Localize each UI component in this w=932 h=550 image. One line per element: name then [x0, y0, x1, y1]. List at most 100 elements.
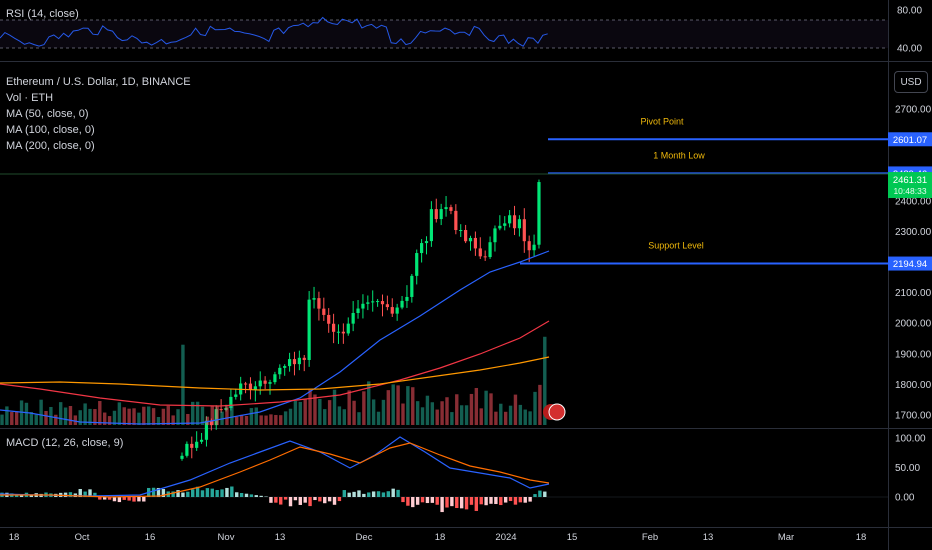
candle-body — [483, 256, 487, 258]
macd-bar — [415, 497, 420, 505]
candle-body — [331, 323, 336, 332]
macd-bar — [523, 497, 527, 503]
time-axis-label: Mar — [778, 532, 794, 543]
candle-body — [478, 248, 482, 257]
candle-body — [234, 394, 238, 397]
indicator-ma50[interactable]: MA (50, close, 0) — [6, 108, 89, 120]
candle-body — [488, 242, 492, 258]
volume-bar — [186, 413, 190, 425]
macd-bar — [161, 489, 166, 497]
candle-body — [361, 303, 365, 309]
volume-bar — [68, 406, 73, 425]
macd-bar — [181, 492, 185, 497]
volume-bar — [528, 411, 532, 425]
indicator-volume[interactable]: Vol · ETH — [6, 92, 54, 104]
volume-bar — [499, 403, 503, 425]
price-axis-label: 1900.00 — [895, 349, 932, 360]
candle-body — [287, 359, 292, 367]
volume-bar — [274, 414, 278, 425]
volume-bar — [44, 410, 48, 425]
candle-body — [219, 409, 223, 411]
candle-body — [508, 215, 512, 224]
candle-body — [415, 253, 419, 276]
macd-label: MACD (12, 26, close, 9) — [6, 437, 124, 449]
macd-bar — [508, 497, 513, 502]
volume-bar — [435, 409, 439, 425]
macd-axis-label: 50.00 — [895, 463, 920, 474]
volume-bar — [406, 386, 410, 425]
macd-bar — [156, 487, 161, 497]
candle-body — [400, 300, 404, 308]
candle-body — [336, 331, 341, 333]
macd-bar — [489, 497, 493, 504]
volume-bar — [0, 414, 4, 425]
volume-bar — [411, 387, 415, 425]
macd-bar — [533, 494, 537, 497]
volume-bar — [279, 415, 283, 425]
volume-bar — [469, 393, 474, 425]
volume-bar — [29, 412, 34, 425]
candle-body — [351, 313, 355, 324]
volume-bar — [171, 415, 175, 425]
macd-bar — [518, 497, 523, 503]
candle-body — [424, 241, 429, 244]
candle-body — [493, 228, 497, 243]
candle-body — [537, 182, 541, 245]
macd-bar — [288, 497, 293, 507]
candle-body — [468, 237, 473, 242]
volume-bar — [166, 405, 170, 425]
macd-bar — [376, 491, 381, 497]
macd-bar — [352, 491, 356, 497]
volume-bar — [518, 404, 523, 425]
volume-bar — [254, 407, 258, 425]
macd-bar — [137, 497, 141, 502]
macd-bar — [323, 497, 327, 504]
volume-bar — [332, 389, 337, 425]
volume-bar — [342, 409, 346, 425]
signal-line — [0, 442, 550, 498]
volume-bar — [176, 409, 180, 425]
macd-bar — [283, 497, 288, 500]
volume-bar — [308, 389, 312, 425]
symbol-title[interactable]: Ethereum / U.S. Dollar, 1D, BINANCE — [6, 76, 191, 88]
indicator-ma100[interactable]: MA (100, close, 0) — [6, 124, 95, 136]
price-axis-label: 2000.00 — [895, 319, 932, 330]
macd-bar — [171, 491, 175, 497]
macd-bar — [332, 497, 337, 505]
indicator-ma200[interactable]: MA (200, close, 0) — [6, 140, 95, 152]
main-legend: Ethereum / U.S. Dollar, 1D, BINANCE Vol … — [6, 74, 191, 154]
rsi-line — [0, 16, 548, 47]
volume-bar — [127, 408, 131, 425]
macd-bar — [259, 495, 263, 497]
volume-bar — [337, 406, 342, 425]
candle-body — [322, 308, 326, 315]
currency-label: USD — [900, 77, 922, 88]
volume-bar — [264, 415, 268, 425]
macd-bar — [430, 497, 435, 503]
macd-bar — [362, 493, 366, 497]
volume-bar — [181, 344, 185, 425]
candle-body — [420, 243, 424, 254]
last-price-value: 2461.31 — [893, 175, 927, 186]
volume-bar — [137, 412, 141, 425]
macd-bar — [543, 491, 547, 497]
macd-bar — [107, 497, 112, 500]
time-axis-label: Oct — [75, 532, 90, 543]
pivot-point-badge — [888, 132, 932, 147]
candle-body — [273, 374, 277, 383]
price-axis-label: 2100.00 — [895, 288, 932, 299]
ma100-line — [0, 320, 550, 407]
candle-body — [395, 307, 399, 314]
candle-body — [243, 383, 248, 385]
volume-bar — [298, 401, 302, 425]
candle-body — [371, 301, 375, 303]
volume-bar — [459, 405, 464, 425]
currency-button[interactable]: USD — [894, 71, 928, 93]
volume-bar — [49, 406, 53, 425]
candle-body — [454, 210, 458, 231]
volume-bar — [386, 390, 391, 425]
last-price-badge — [888, 172, 932, 199]
macd-bar — [210, 488, 214, 497]
